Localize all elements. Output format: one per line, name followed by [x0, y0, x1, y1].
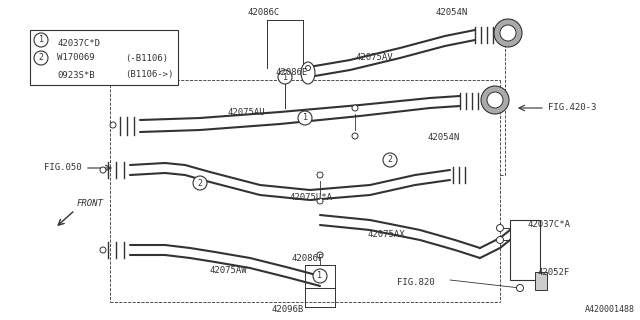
Text: 42052F: 42052F	[538, 268, 570, 277]
Text: 42075U*A: 42075U*A	[290, 193, 333, 202]
Text: 0923S*B: 0923S*B	[57, 70, 95, 79]
Text: W170069: W170069	[57, 53, 95, 62]
Circle shape	[497, 236, 504, 244]
Circle shape	[110, 122, 116, 128]
Circle shape	[500, 25, 516, 41]
Circle shape	[298, 111, 312, 125]
Text: (B1106->): (B1106->)	[125, 70, 173, 79]
Text: FIG.050: FIG.050	[44, 163, 82, 172]
Text: 42086C: 42086C	[248, 8, 280, 17]
Circle shape	[383, 153, 397, 167]
Text: 1: 1	[303, 114, 307, 123]
Text: 42037C*A: 42037C*A	[528, 220, 571, 229]
Circle shape	[100, 247, 106, 253]
Bar	[30, 30, 178, 85]
Text: 42075AV: 42075AV	[355, 53, 392, 62]
Text: 1: 1	[38, 36, 44, 44]
Circle shape	[352, 105, 358, 111]
Circle shape	[352, 133, 358, 139]
Circle shape	[100, 167, 106, 173]
Circle shape	[497, 225, 504, 231]
Bar	[510, 220, 540, 280]
Text: 42054N: 42054N	[428, 133, 460, 142]
Circle shape	[317, 172, 323, 178]
Text: 42086E: 42086E	[275, 68, 307, 77]
Text: (-B1106): (-B1106)	[125, 53, 168, 62]
Text: 42096B: 42096B	[272, 305, 304, 314]
Text: 42075AW: 42075AW	[210, 266, 248, 275]
Circle shape	[34, 33, 48, 47]
Circle shape	[516, 284, 524, 292]
Ellipse shape	[301, 62, 315, 84]
Circle shape	[494, 19, 522, 47]
Text: 1: 1	[282, 73, 287, 82]
Text: 42054N: 42054N	[435, 8, 467, 17]
Text: 1: 1	[317, 271, 323, 281]
Circle shape	[317, 198, 323, 204]
Bar	[535, 272, 547, 290]
Text: 2: 2	[38, 53, 44, 62]
Circle shape	[313, 269, 327, 283]
Circle shape	[34, 51, 48, 65]
Text: A420001488: A420001488	[585, 305, 635, 314]
Circle shape	[481, 86, 509, 114]
Circle shape	[487, 92, 503, 108]
Text: FRONT: FRONT	[77, 199, 104, 208]
Text: 2: 2	[387, 156, 392, 164]
Circle shape	[193, 176, 207, 190]
Circle shape	[305, 66, 310, 70]
Text: FIG.820: FIG.820	[397, 278, 435, 287]
Circle shape	[278, 70, 292, 84]
Circle shape	[317, 252, 323, 258]
Text: FIG.420-3: FIG.420-3	[548, 102, 596, 111]
Text: 42075AX: 42075AX	[368, 230, 406, 239]
Text: 42037C*D: 42037C*D	[57, 39, 100, 49]
Text: 42075AU: 42075AU	[228, 108, 266, 117]
Text: 2: 2	[198, 179, 202, 188]
Text: 42086F: 42086F	[292, 254, 324, 263]
